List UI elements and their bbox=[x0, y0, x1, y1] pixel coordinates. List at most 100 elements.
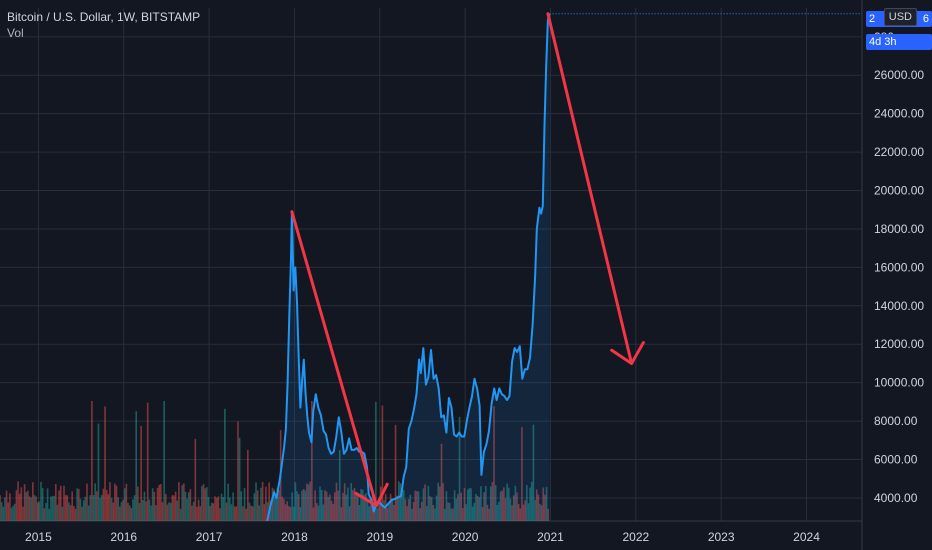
volume-bar bbox=[450, 508, 453, 521]
volume-bar bbox=[261, 481, 264, 521]
volume-bar bbox=[158, 484, 161, 521]
volume-bar bbox=[465, 504, 467, 521]
volume-bar bbox=[273, 489, 275, 521]
volume-bar bbox=[33, 495, 36, 521]
volume-bar bbox=[327, 496, 330, 521]
trend-arrow-line[interactable] bbox=[290, 210, 378, 508]
volume-bar bbox=[353, 487, 356, 521]
y-tick-label: 16000.00 bbox=[874, 260, 924, 274]
volume-bar bbox=[393, 505, 395, 521]
volume-bar bbox=[355, 492, 357, 521]
trend-arrow-line[interactable] bbox=[546, 12, 634, 365]
volume-bar bbox=[416, 490, 418, 521]
volume-bar bbox=[320, 490, 323, 521]
volume-bar bbox=[237, 421, 239, 521]
volume-bar bbox=[27, 490, 29, 521]
volume-bar bbox=[322, 504, 325, 521]
volume-bar bbox=[334, 492, 336, 521]
x-tick-label: 2023 bbox=[708, 530, 735, 544]
volume-bar bbox=[442, 483, 444, 521]
volume-bar bbox=[291, 492, 293, 521]
volume-bar bbox=[168, 502, 170, 521]
volume-bar bbox=[146, 402, 149, 521]
volume-bar bbox=[314, 490, 316, 521]
y-tick-label: 8000.00 bbox=[874, 414, 918, 428]
volume-bar bbox=[79, 498, 82, 521]
volume-bar bbox=[398, 481, 400, 521]
x-tick-label: 2018 bbox=[281, 530, 308, 544]
volume-bar bbox=[224, 408, 226, 521]
volume-bar bbox=[183, 483, 185, 521]
trend-arrow-head[interactable] bbox=[610, 341, 645, 365]
symbol-title[interactable]: Bitcoin / U.S. Dollar, 1W, BITSTAMP bbox=[7, 10, 201, 24]
volume-bar bbox=[381, 405, 384, 521]
volume-bar bbox=[545, 486, 548, 521]
volume-bar bbox=[87, 505, 90, 521]
x-tick-label: 2021 bbox=[537, 530, 564, 544]
volume-bar bbox=[350, 482, 353, 521]
y-tick-label: 26000.00 bbox=[874, 68, 924, 82]
volume-bar bbox=[434, 508, 436, 521]
volume-bar bbox=[55, 483, 57, 521]
volume-bar bbox=[45, 502, 47, 521]
volume-bar bbox=[317, 505, 320, 521]
volume-bar bbox=[311, 401, 313, 521]
volume-bar bbox=[337, 490, 339, 521]
volume-bar bbox=[478, 497, 481, 521]
volume-bar bbox=[288, 506, 290, 521]
volume-bar bbox=[468, 488, 471, 521]
last-price-start: 2 bbox=[869, 13, 876, 25]
volume-bar bbox=[406, 506, 408, 521]
volume-bar bbox=[338, 449, 341, 521]
volume-bar bbox=[41, 488, 44, 521]
volume-bar bbox=[251, 506, 254, 521]
volume-bar bbox=[137, 486, 139, 521]
volume-bar bbox=[522, 504, 525, 521]
volume-bar bbox=[156, 487, 159, 521]
volume-bar bbox=[68, 502, 70, 521]
volume-indicator-label[interactable]: Vol bbox=[7, 26, 24, 40]
volume-bar bbox=[391, 498, 394, 521]
volume-bar bbox=[260, 487, 262, 521]
volume-bar bbox=[214, 496, 216, 521]
volume-bar bbox=[540, 505, 543, 521]
volume-bar bbox=[453, 490, 456, 521]
volume-bar bbox=[187, 492, 190, 521]
volume-bar bbox=[414, 490, 417, 521]
x-tick-label: 2016 bbox=[110, 530, 137, 544]
volume-bar bbox=[66, 495, 69, 521]
volume-bar bbox=[480, 486, 482, 521]
volume-bar bbox=[417, 491, 420, 521]
volume-bar bbox=[494, 485, 497, 521]
volume-bar bbox=[240, 491, 243, 521]
volume-bar bbox=[547, 508, 549, 521]
currency-badge[interactable]: USD bbox=[883, 8, 917, 26]
volume-bar bbox=[498, 501, 500, 521]
volume-bar bbox=[292, 506, 295, 521]
volume-bar bbox=[476, 495, 479, 521]
volume-bar bbox=[125, 483, 128, 521]
volume-bar bbox=[509, 498, 512, 521]
volume-bar bbox=[43, 508, 46, 521]
price-line[interactable] bbox=[266, 13, 551, 522]
volume-bar bbox=[394, 424, 397, 521]
volume-bar bbox=[375, 401, 377, 521]
y-tick-label: 4000.00 bbox=[874, 491, 918, 505]
volume-bar bbox=[127, 502, 129, 521]
volume-bar bbox=[119, 506, 121, 521]
trend-arrow-head[interactable] bbox=[354, 482, 389, 508]
volume-bar bbox=[526, 485, 528, 521]
volume-bar bbox=[122, 499, 124, 521]
volume-bar bbox=[176, 500, 179, 521]
volume-bar bbox=[35, 496, 37, 521]
volume-bar bbox=[325, 491, 328, 521]
volume-bar bbox=[197, 499, 200, 521]
volume-bar bbox=[370, 497, 372, 521]
volume-bar bbox=[114, 483, 116, 521]
volume-bar bbox=[299, 507, 302, 521]
volume-bar bbox=[521, 427, 523, 521]
volume-bar bbox=[120, 501, 123, 521]
volume-bar bbox=[501, 490, 504, 521]
volume-bar bbox=[247, 449, 249, 521]
